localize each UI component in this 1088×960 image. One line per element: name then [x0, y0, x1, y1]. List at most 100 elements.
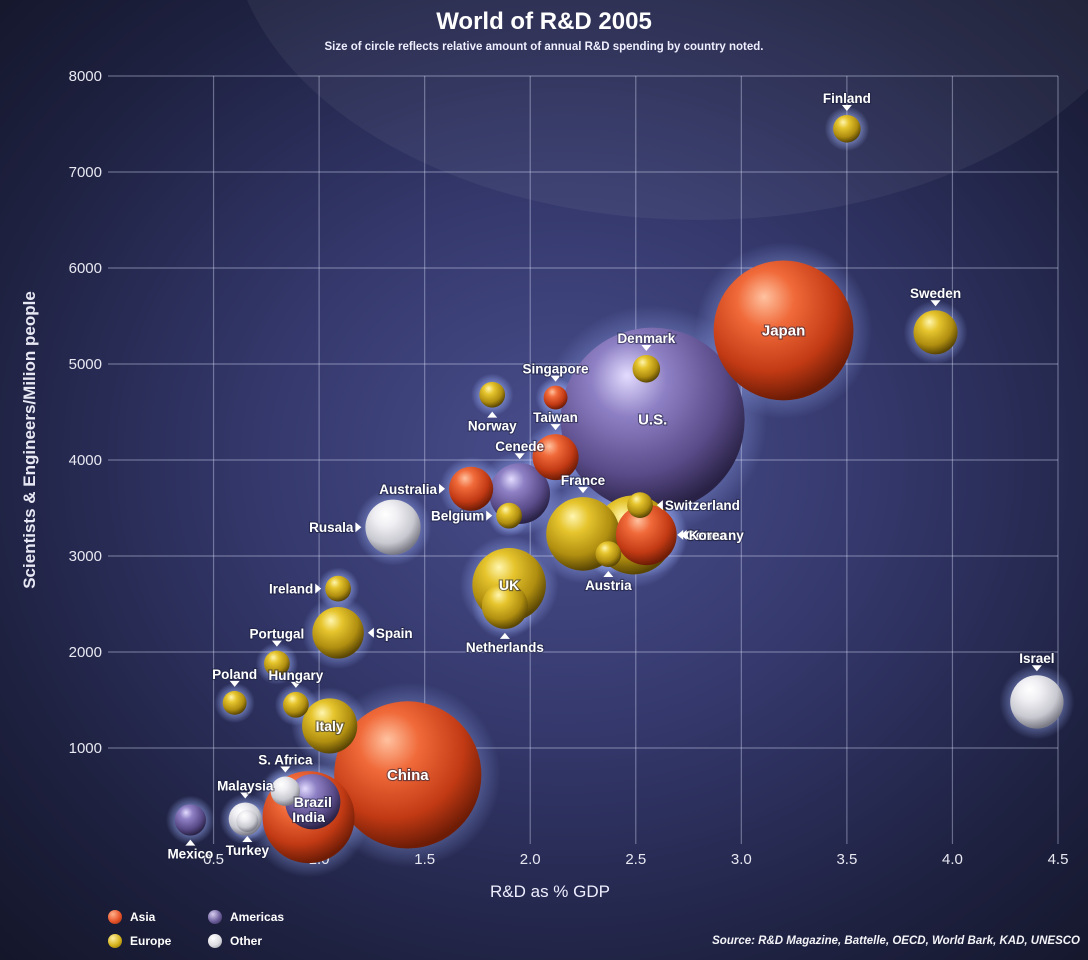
legend-label-asia: Asia — [130, 910, 156, 924]
asia-swatch-icon — [108, 910, 122, 924]
label-pointer-austria — [603, 570, 614, 577]
bubble-label-taiwan: Taiwan — [533, 410, 578, 425]
bubble-label-s-africa: S. Africa — [258, 752, 313, 767]
bubble-taiwan — [532, 434, 579, 481]
bubble-norway — [479, 381, 506, 408]
bubble-mexico — [174, 804, 206, 836]
bubble-label-spain: Spain — [376, 626, 413, 641]
legend-item-americas: Americas — [208, 910, 284, 924]
bubble-ireland — [325, 575, 351, 602]
label-pointer-france — [578, 487, 588, 494]
bubble-label-switzerland: Switzerland — [665, 498, 740, 513]
label-pointer-spain — [367, 627, 374, 638]
bubble-label-hungary: Hungary — [269, 668, 324, 683]
y-tick-label: 6000 — [69, 260, 102, 277]
chart-title: World of R&D 2005 — [436, 8, 652, 35]
x-axis-label: R&D as % GDP — [490, 882, 610, 901]
bubble-label-u-s: U.S. — [638, 412, 667, 429]
legend-item-europe: Europe — [108, 934, 171, 948]
bubble-israel — [1010, 675, 1064, 729]
bubble-label-germany: Germany — [685, 528, 744, 543]
label-pointer-korea — [680, 529, 687, 540]
bubble-rusala — [365, 499, 421, 555]
bubble-poland — [222, 690, 247, 715]
bubble-label-rusala: Rusala — [309, 520, 354, 535]
bubble-label-cenede: Cenede — [495, 439, 544, 454]
source-note: Source: R&D Magazine, Battelle, OECD, Wo… — [712, 935, 1080, 947]
bubble-label-korea: Korea — [689, 528, 728, 543]
bubble-label-australia: Australia — [379, 482, 437, 497]
bubble-label-ireland: Ireland — [269, 582, 313, 597]
label-pointer-denmark — [641, 345, 652, 351]
bubble-netherlands — [481, 582, 528, 629]
bubble-label-singapore: Singapore — [523, 362, 590, 377]
bubble-label-uk: UK — [499, 577, 519, 593]
x-tick-label: 2.0 — [520, 851, 541, 868]
label-pointer-belgium — [486, 510, 493, 521]
label-pointer-portugal — [271, 640, 282, 647]
bubble-label-finland: Finland — [823, 91, 871, 106]
bubble-italy — [302, 698, 358, 754]
bubble-label-belgium: Belgium — [431, 509, 484, 524]
label-pointer-cenede — [514, 453, 525, 460]
x-tick-label: 4.5 — [1048, 851, 1069, 868]
x-tick-label: 4.0 — [942, 851, 963, 868]
x-tick-label: 3.0 — [731, 851, 752, 868]
bubble-portugal — [264, 650, 290, 677]
x-tick-label: 2.5 — [625, 851, 646, 868]
label-pointer-malaysia — [240, 792, 251, 799]
bubble-sweden — [913, 310, 958, 355]
bubble-australia — [449, 466, 494, 511]
y-tick-label: 4000 — [69, 452, 102, 469]
bubble-label-portugal: Portugal — [250, 627, 305, 642]
bubble-spain — [312, 607, 364, 659]
bubble-turkey — [236, 809, 259, 833]
label-pointer-switzerland — [656, 500, 663, 511]
bubble-label-denmark: Denmark — [617, 331, 675, 346]
americas-swatch-icon — [208, 910, 222, 924]
y-tick-label: 8000 — [69, 68, 102, 85]
bubble-label-turkey: Turkey — [226, 843, 270, 858]
label-pointer-hungary — [290, 681, 301, 688]
bubble-label-malaysia: Malaysia — [217, 778, 274, 793]
bubble-singapore — [543, 385, 568, 410]
chart-subtitle: Size of circle reflects relative amount … — [324, 41, 764, 53]
bubble-austria — [595, 541, 622, 567]
bubble-label-norway: Norway — [468, 419, 517, 434]
bubble-label-india: India — [292, 809, 325, 825]
x-tick-label: 1.5 — [414, 851, 435, 868]
legend-item-asia: Asia — [108, 910, 155, 924]
bubble-s-africa — [270, 776, 301, 806]
bubble-label-japan: Japan — [762, 322, 805, 339]
bubble-label-brazil: Brazil — [294, 794, 332, 810]
bubble-denmark — [632, 355, 661, 383]
europe-swatch-icon — [108, 934, 122, 948]
legend-item-other: Other — [208, 934, 262, 948]
bubble-label-poland: Poland — [212, 667, 257, 682]
label-pointer-australia — [439, 483, 446, 494]
label-pointer-singapore — [550, 375, 561, 382]
y-tick-label: 1000 — [69, 740, 102, 757]
bubble-label-netherlands: Netherlands — [466, 640, 544, 655]
label-pointer-netherlands — [499, 632, 510, 639]
label-pointer-mexico — [185, 839, 196, 846]
bubble-hungary — [283, 691, 309, 718]
label-pointer-poland — [229, 680, 240, 687]
label-pointer-turkey — [242, 836, 253, 842]
legend-label-europe: Europe — [130, 934, 172, 948]
label-pointer-sweden — [930, 300, 941, 307]
bubble-belgium — [496, 502, 522, 529]
label-pointer-taiwan — [550, 424, 561, 431]
other-swatch-icon — [208, 934, 222, 948]
bubble-japan — [713, 260, 854, 401]
label-pointer-germany — [677, 529, 684, 540]
bubble-china — [334, 701, 482, 849]
bubble-korea — [615, 504, 677, 566]
x-tick-label: 0.5 — [203, 851, 224, 868]
bubble-label-china: China — [387, 767, 429, 784]
bubble-label-sweden: Sweden — [910, 286, 961, 301]
label-pointer-ireland — [315, 583, 322, 594]
legend-label-americas: Americas — [230, 910, 285, 924]
label-pointer-israel — [1031, 665, 1042, 672]
